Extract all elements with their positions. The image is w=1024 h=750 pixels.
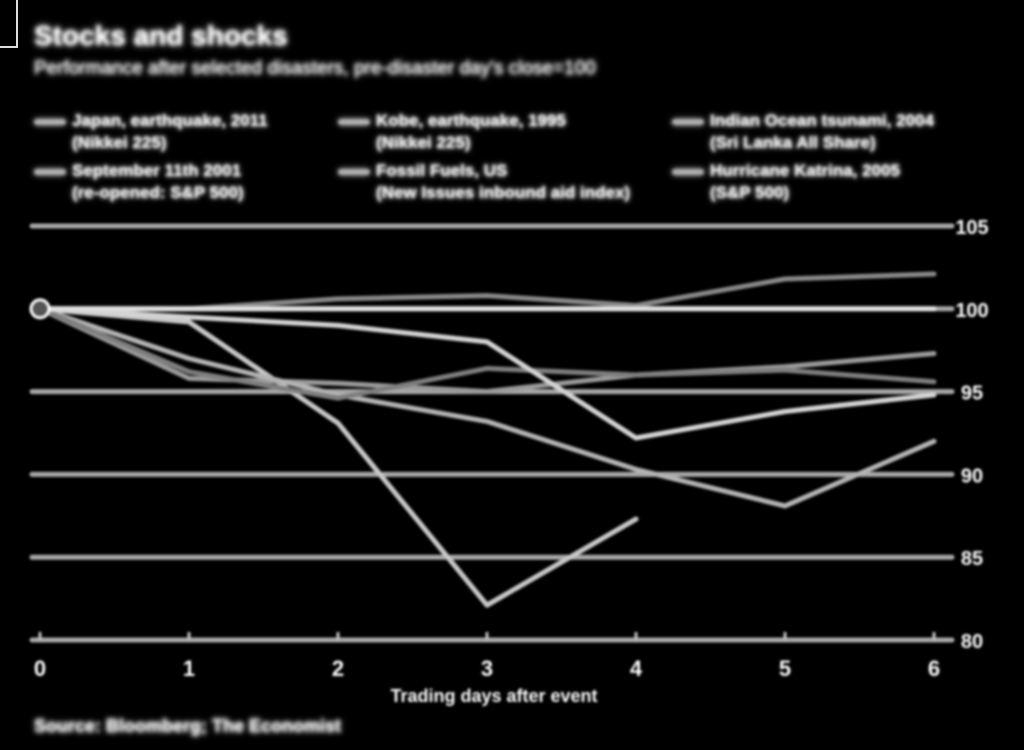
legend-swatch — [338, 119, 370, 125]
series-line-4 — [37, 306, 937, 441]
legend-swatch — [672, 119, 704, 125]
origin-marker — [29, 298, 51, 320]
y-tick-label: 105 — [955, 217, 988, 239]
series-line-2 — [37, 306, 937, 509]
x-tick-label: 5 — [779, 656, 791, 681]
x-tick-label: 1 — [183, 656, 195, 681]
legend-swatch — [338, 169, 370, 175]
chart-subtitle: Performance after selected disasters, pr… — [34, 58, 596, 79]
legend-label: Kobe, earthquake, 1995 (Nikkei 225) — [376, 111, 566, 152]
series-line-3 — [37, 306, 937, 401]
series-line-1 — [37, 306, 937, 395]
x-tick-label: 4 — [630, 656, 643, 681]
x-tick-label: 2 — [332, 656, 344, 681]
x-tick-label: 0 — [34, 656, 46, 681]
y-tick-label: 95 — [961, 383, 983, 405]
legend-label: Hurricane Katrina, 2005 (S&P 500) — [710, 161, 900, 202]
legend-label: September 11th 2001 (re-opened: S&P 500) — [72, 161, 244, 202]
corner-frame-mark — [0, 0, 18, 48]
y-tick-label: 80 — [961, 631, 983, 653]
legend-label: Fossil Fuels, US (New Issues inbound aid… — [376, 161, 631, 202]
y-tick-label: 100 — [955, 300, 988, 322]
legend-swatch — [34, 169, 66, 175]
y-tick-label: 85 — [961, 548, 983, 570]
legend-swatch — [672, 169, 704, 175]
x-tick-label: 6 — [928, 656, 940, 681]
series-line-5 — [37, 271, 937, 312]
legend-swatch — [34, 119, 66, 125]
legend-label: Japan, earthquake, 2011 (Nikkei 225) — [72, 111, 268, 152]
legend-label: Indian Ocean tsunami, 2004 (Sri Lanka Al… — [710, 111, 934, 152]
source-note: Source: Bloomberg; The Economist — [34, 716, 342, 736]
x-tick-label: 3 — [481, 656, 493, 681]
chart-title: Stocks and shocks — [34, 20, 288, 51]
y-tick-label: 90 — [961, 465, 983, 487]
x-axis-label: Trading days after event — [390, 686, 597, 706]
series-line-0 — [37, 306, 639, 608]
